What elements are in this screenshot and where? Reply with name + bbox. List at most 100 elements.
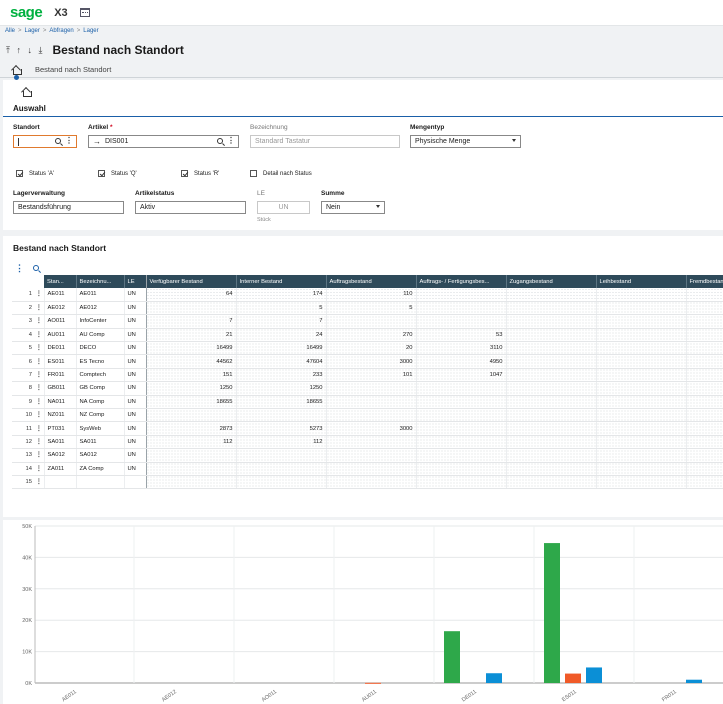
table-row[interactable]: 13 ⋮ SA012 SA012 UN xyxy=(12,448,723,463)
row-menu-icon[interactable]: ⋮ xyxy=(34,462,45,476)
row-menu-icon[interactable]: ⋮ xyxy=(34,381,45,396)
status-q-checkbox[interactable]: Status 'Q' xyxy=(98,170,137,177)
table-row[interactable]: 8 ⋮ GB011 GB Comp UN 1250 1250 xyxy=(12,381,723,396)
row-menu-icon[interactable]: ⋮ xyxy=(34,395,45,410)
cell-fremd xyxy=(686,395,723,410)
standort-input[interactable]: ⋮ xyxy=(13,135,77,148)
chart-bar[interactable] xyxy=(365,682,381,684)
arrow-right-icon[interactable]: → xyxy=(93,137,101,146)
row-number: 13 xyxy=(12,448,34,463)
chart-bar[interactable] xyxy=(565,673,581,683)
table-row[interactable]: 2 ⋮ AE012 AE012 UN 5 5 xyxy=(12,301,723,316)
table-toolbar: ⋮ xyxy=(15,263,39,273)
row-menu-icon[interactable]: ⋮ xyxy=(34,475,45,490)
table-row[interactable]: 4 ⋮ AU011 AU Comp UN 21 24 270 53 xyxy=(12,328,723,343)
checkbox-checked-icon[interactable] xyxy=(181,170,188,177)
row-menu-icon[interactable]: ⋮ xyxy=(34,435,45,450)
home-icon[interactable] xyxy=(11,65,22,75)
table-row[interactable]: 10 ⋮ NZ011 NZ Comp UN xyxy=(12,408,723,423)
row-menu-icon[interactable]: ⋮ xyxy=(34,328,45,343)
table-row[interactable]: 12 ⋮ SA011 SA011 UN 112 112 xyxy=(12,435,723,450)
more-options-icon[interactable]: ⋮ xyxy=(15,263,24,273)
cell-verfuegbar xyxy=(146,448,237,463)
breadcrumb-item[interactable]: Lager xyxy=(83,28,99,34)
cell-leih xyxy=(596,435,687,450)
column-header[interactable]: Stan... xyxy=(44,275,77,288)
record-navigation-arrows[interactable]: ⤒ ↑ ↓ ⤓ xyxy=(6,44,45,55)
table-row[interactable]: 14 ⋮ ZA011 ZA Comp UN xyxy=(12,462,723,476)
column-header[interactable]: LE xyxy=(124,275,147,288)
column-header[interactable]: Bezeichnu... xyxy=(76,275,125,288)
artikel-input[interactable]: → DIS001 ⋮ xyxy=(88,135,239,148)
chart-bar[interactable] xyxy=(444,631,460,683)
cell-bezeichnung: DECO xyxy=(76,341,125,356)
checkbox-checked-icon[interactable] xyxy=(16,170,23,177)
cell-le: UN xyxy=(124,435,147,450)
cell-intern: 24 xyxy=(236,328,327,343)
cell-bezeichnung: NA Comp xyxy=(76,395,125,410)
row-number: 5 xyxy=(12,341,34,356)
column-header[interactable]: Zugangsbestand xyxy=(506,275,597,288)
table-row[interactable]: 15 ⋮ xyxy=(12,475,723,490)
checkbox-checked-icon[interactable] xyxy=(98,170,105,177)
table-row[interactable]: 11 ⋮ PT031 SysWeb UN 2873 5273 3000 xyxy=(12,421,723,436)
status-r-checkbox[interactable]: Status 'R' xyxy=(181,170,219,177)
cell-standort: GB011 xyxy=(44,381,77,396)
more-options-icon[interactable]: ⋮ xyxy=(65,136,73,145)
column-header[interactable]: Leihbestand xyxy=(596,275,687,288)
cell-fertigung xyxy=(416,448,507,463)
cell-leih xyxy=(596,314,687,329)
table-row[interactable]: 7 ⋮ FR011 Comptech UN 151 233 101 1047 xyxy=(12,368,723,383)
row-menu-icon[interactable]: ⋮ xyxy=(34,314,45,329)
breadcrumb-item[interactable]: Lager xyxy=(24,28,40,34)
cell-fremd xyxy=(686,301,723,316)
chart-bar[interactable] xyxy=(544,543,560,683)
chart-bar[interactable] xyxy=(586,667,602,683)
row-menu-icon[interactable]: ⋮ xyxy=(34,448,45,463)
row-menu-icon[interactable]: ⋮ xyxy=(34,301,45,316)
chart-bar[interactable] xyxy=(486,673,502,683)
row-menu-icon[interactable]: ⋮ xyxy=(34,408,45,423)
calendar-icon[interactable] xyxy=(79,8,90,17)
cell-standort: AU011 xyxy=(44,328,77,343)
checkbox-unchecked-icon[interactable] xyxy=(250,170,257,177)
cell-leih xyxy=(596,448,687,463)
table-row[interactable]: 5 ⋮ DE011 DECO UN 16499 16499 20 3110 xyxy=(12,341,723,356)
row-menu-icon[interactable]: ⋮ xyxy=(34,421,45,436)
cell-standort xyxy=(44,475,77,490)
chart-bar[interactable] xyxy=(686,679,702,683)
search-icon[interactable] xyxy=(55,138,61,144)
more-options-icon[interactable]: ⋮ xyxy=(227,136,235,145)
home-icon[interactable] xyxy=(21,87,32,97)
row-number: 11 xyxy=(12,421,34,436)
row-menu-icon[interactable]: ⋮ xyxy=(34,354,45,369)
detail-checkbox[interactable]: Detail nach Status xyxy=(250,170,312,177)
chevron-down-icon xyxy=(376,205,380,208)
table-row[interactable]: 9 ⋮ NA011 NA Comp UN 18655 18655 xyxy=(12,395,723,410)
search-icon[interactable] xyxy=(33,265,39,271)
cell-leih xyxy=(596,421,687,436)
cell-fertigung xyxy=(416,462,507,476)
status-a-checkbox[interactable]: Status 'A' xyxy=(16,170,54,177)
table-row[interactable]: 3 ⋮ AO011 InfoCenter UN 7 7 xyxy=(12,314,723,329)
row-menu-icon[interactable]: ⋮ xyxy=(34,368,45,383)
tab-bestand-nach-standort[interactable]: Bestand nach Standort xyxy=(35,65,112,74)
table-row[interactable]: 6 ⋮ ES011 ES Tecno UN 44562 47604 3000 4950 xyxy=(12,354,723,369)
column-header[interactable]: Auftragsbestand xyxy=(326,275,417,288)
cell-fertigung xyxy=(416,288,507,302)
search-icon[interactable] xyxy=(217,138,223,144)
y-tick-label: 40K xyxy=(22,555,32,561)
sage-logo[interactable]: sage xyxy=(10,4,43,21)
column-header[interactable]: Fremdbestand xyxy=(686,275,723,288)
app-name: X3 xyxy=(54,6,68,19)
summe-select[interactable]: Nein xyxy=(321,201,385,214)
table-row[interactable]: 1 ⋮ AE011 AE011 UN 64 174 110 xyxy=(12,288,723,302)
column-header[interactable]: Interner Bestand xyxy=(236,275,327,288)
row-menu-icon[interactable]: ⋮ xyxy=(34,288,45,302)
column-header[interactable]: Auftrags- / Fertigungsbes... xyxy=(416,275,507,288)
breadcrumb-item[interactable]: Alle xyxy=(5,28,16,34)
row-menu-icon[interactable]: ⋮ xyxy=(34,341,45,356)
mengentyp-select[interactable]: Physische Menge xyxy=(410,135,521,148)
column-header[interactable]: Verfügbarer Bestand xyxy=(146,275,237,288)
breadcrumb-item[interactable]: Abfragen xyxy=(49,28,74,34)
